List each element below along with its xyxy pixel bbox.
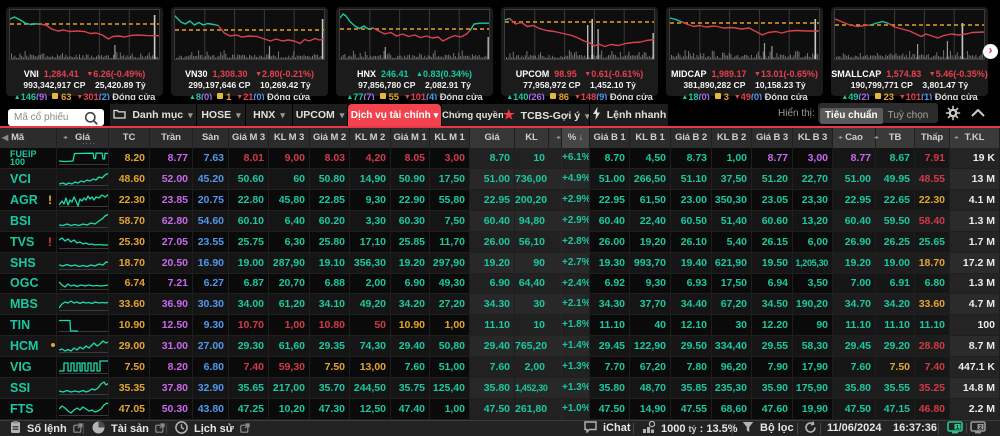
svg-text:2: 2 bbox=[979, 425, 982, 431]
svg-text:1: 1 bbox=[956, 425, 959, 431]
